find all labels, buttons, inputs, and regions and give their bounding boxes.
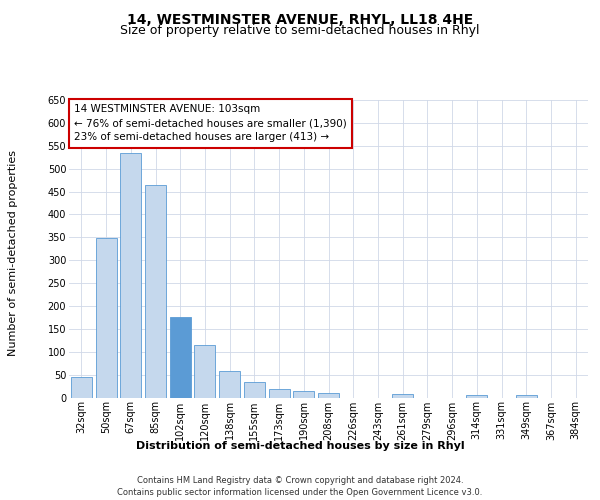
Text: Size of property relative to semi-detached houses in Rhyl: Size of property relative to semi-detach… — [120, 24, 480, 37]
Bar — [95, 238, 116, 398]
Bar — [392, 394, 413, 398]
Bar — [194, 345, 215, 398]
Text: 14 WESTMINSTER AVENUE: 103sqm
← 76% of semi-detached houses are smaller (1,390)
: 14 WESTMINSTER AVENUE: 103sqm ← 76% of s… — [74, 104, 347, 142]
Bar — [466, 395, 487, 398]
Bar — [318, 393, 339, 398]
Bar — [145, 184, 166, 398]
Text: 14, WESTMINSTER AVENUE, RHYL, LL18 4HE: 14, WESTMINSTER AVENUE, RHYL, LL18 4HE — [127, 12, 473, 26]
Bar — [120, 152, 141, 398]
Bar — [516, 395, 537, 398]
Bar — [244, 382, 265, 398]
Text: Distribution of semi-detached houses by size in Rhyl: Distribution of semi-detached houses by … — [136, 441, 464, 451]
Text: Contains HM Land Registry data © Crown copyright and database right 2024.
Contai: Contains HM Land Registry data © Crown c… — [118, 476, 482, 497]
Bar — [269, 390, 290, 398]
Bar — [71, 377, 92, 398]
Bar — [219, 371, 240, 398]
Bar — [170, 318, 191, 398]
Bar — [293, 390, 314, 398]
Text: Number of semi-detached properties: Number of semi-detached properties — [8, 150, 18, 356]
